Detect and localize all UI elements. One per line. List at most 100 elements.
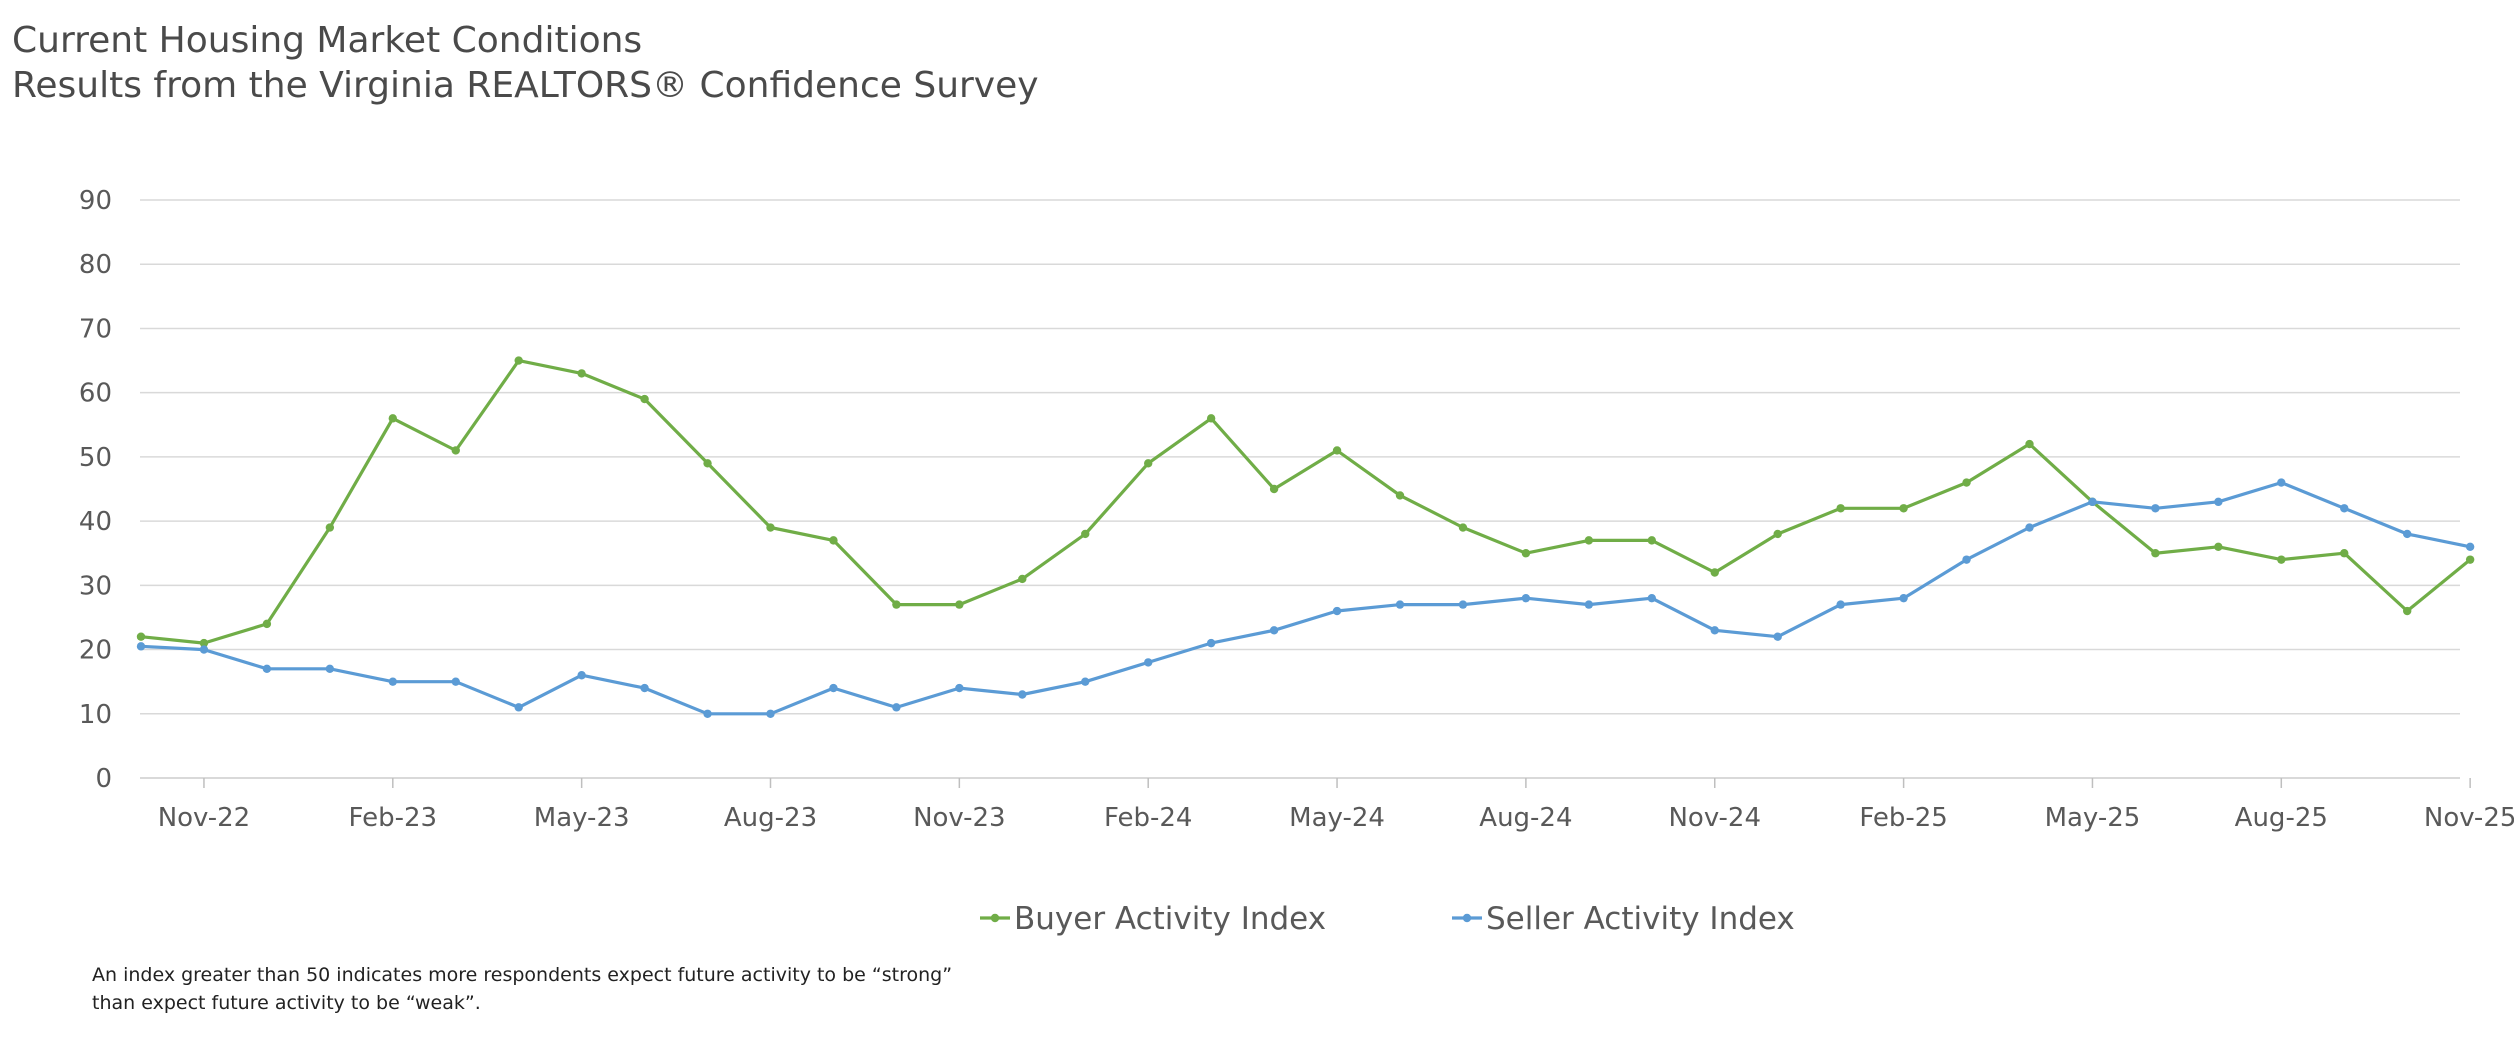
seller-activity-index-point — [1206, 638, 1216, 648]
seller-activity-index-point — [2340, 504, 2349, 513]
buyer-activity-index-point — [1773, 529, 1782, 539]
x-tick-label: Aug-24 — [1479, 803, 1572, 833]
x-tick-label: Aug-23 — [724, 803, 817, 833]
legend-label: Seller Activity Index — [1486, 901, 1795, 937]
seller-activity-index-point — [514, 703, 523, 712]
buyer-activity-index-point — [388, 414, 397, 423]
seller-activity-index-point — [703, 709, 712, 718]
legend-swatch-marker — [990, 913, 1000, 923]
y-tick-label: 90 — [79, 186, 112, 216]
y-tick-label: 0 — [95, 764, 112, 794]
seller-activity-index-point — [2465, 542, 2475, 551]
buyer-activity-index-point — [1206, 414, 1216, 423]
seller-activity-index-point — [640, 683, 649, 693]
x-tick-label: Aug-25 — [2235, 803, 2328, 833]
seller-activity-index-point — [892, 703, 901, 712]
buyer-activity-index-point — [1395, 491, 1405, 500]
seller-activity-index-point — [955, 683, 964, 693]
seller-activity-index-point — [1647, 593, 1657, 603]
buyer-activity-index-point — [514, 356, 523, 365]
axes: 0 10 20 30 40 50 60 70 80 90 Nov-22 Feb-23 May-23 Aug… — [79, 186, 2514, 833]
buyer-activity-index-point — [640, 394, 649, 404]
legend-swatch-marker — [1462, 913, 1472, 923]
buyer-activity-index-point — [199, 638, 209, 648]
buyer-activity-index-point — [1710, 568, 1719, 577]
buyer-activity-index-point — [1836, 504, 1845, 513]
seller-activity-index-point — [766, 709, 775, 718]
y-tick-label: 10 — [79, 700, 112, 730]
buyer-activity-index-point — [2465, 555, 2475, 564]
x-tick-label: May-25 — [2045, 803, 2141, 833]
legend-item-seller-activity-index: Seller Activity Index — [1452, 901, 1795, 937]
seller-activity-index-point — [1521, 593, 1531, 603]
buyer-activity-index-point — [1521, 549, 1531, 558]
chart-subtitle: Results from the Virginia REALTORS® Conf… — [12, 65, 1039, 106]
x-tick-label: Feb-24 — [1104, 803, 1193, 833]
buyer-activity-index-point — [262, 619, 272, 629]
seller-activity-index-point — [1018, 690, 1027, 699]
seller-activity-index-point — [829, 683, 838, 693]
buyer-activity-index-series — [136, 356, 2475, 648]
y-tick-label: 50 — [79, 443, 112, 473]
seller-activity-index-point — [199, 645, 209, 654]
x-tick-label: Nov-24 — [1668, 803, 1761, 833]
buyer-activity-index-point — [2151, 549, 2160, 558]
gridlines — [140, 199, 2460, 715]
buyer-activity-index-point — [2025, 439, 2034, 449]
buyer-activity-index-point — [829, 536, 838, 545]
x-tick-label: Feb-25 — [1859, 803, 1948, 833]
buyer-activity-index-point — [325, 523, 335, 532]
buyer-activity-index-point — [2403, 606, 2412, 616]
seller-activity-index-point — [1899, 593, 1908, 603]
buyer-activity-index-point — [892, 600, 901, 609]
chart-title: Current Housing Market Conditions — [12, 20, 643, 61]
seller-activity-index-point — [1395, 600, 1405, 609]
x-tick-label: Nov-23 — [913, 803, 1006, 833]
buyer-activity-index-point — [1332, 446, 1342, 455]
buyer-activity-index-point — [766, 523, 775, 532]
footnote-line: than expect future activity to be “weak”… — [92, 991, 481, 1014]
footnote: An index greater than 50 indicates more … — [92, 962, 952, 1017]
buyer-activity-index-point — [451, 446, 460, 455]
buyer-activity-index-point — [955, 600, 964, 609]
buyer-activity-index-point — [2340, 549, 2349, 558]
seller-activity-index-series — [136, 478, 2475, 718]
buyer-activity-index-point — [577, 369, 586, 378]
buyer-activity-index-point — [1269, 484, 1279, 494]
buyer-activity-index-line — [139, 359, 2472, 645]
seller-activity-index-point — [2403, 529, 2412, 539]
seller-activity-index-point — [388, 677, 397, 686]
seller-activity-index-line — [139, 481, 2472, 716]
buyer-activity-index-point — [1899, 504, 1908, 513]
x-tick-label: Nov-22 — [158, 803, 251, 833]
seller-activity-index-point — [1773, 632, 1782, 641]
y-tick-label: 70 — [79, 314, 112, 344]
seller-activity-index-point — [1269, 626, 1279, 635]
y-tick-label: 30 — [79, 571, 112, 601]
seller-activity-index-point — [2214, 497, 2223, 507]
buyer-activity-index-point — [2277, 555, 2286, 564]
seller-activity-index-point — [1081, 677, 1090, 686]
y-tick-label: 60 — [79, 379, 112, 409]
y-tick-label: 80 — [79, 250, 112, 280]
seller-activity-index-point — [1710, 626, 1719, 635]
seller-activity-index-point — [451, 677, 460, 686]
footnote-line: An index greater than 50 indicates more … — [92, 964, 953, 986]
x-tick-label: May-23 — [534, 803, 630, 833]
x-tick-label: Nov-25 — [2424, 803, 2514, 833]
buyer-activity-index-point — [1081, 529, 1090, 539]
seller-activity-index-point — [577, 671, 586, 680]
buyer-activity-index-point — [136, 632, 146, 641]
buyer-activity-index-point — [703, 459, 712, 468]
series-lines — [136, 356, 2475, 718]
buyer-activity-index-point — [1584, 536, 1594, 545]
seller-activity-index-point — [1332, 606, 1342, 616]
seller-activity-index-point — [1962, 555, 1971, 564]
buyer-activity-index-point — [2214, 542, 2223, 551]
buyer-activity-index-point — [1962, 478, 1971, 487]
seller-activity-index-point — [2025, 523, 2034, 532]
buyer-activity-index-point — [1018, 574, 1027, 584]
legend-item-buyer-activity-index: Buyer Activity Index — [980, 901, 1326, 937]
y-tick-label: 40 — [79, 507, 112, 537]
